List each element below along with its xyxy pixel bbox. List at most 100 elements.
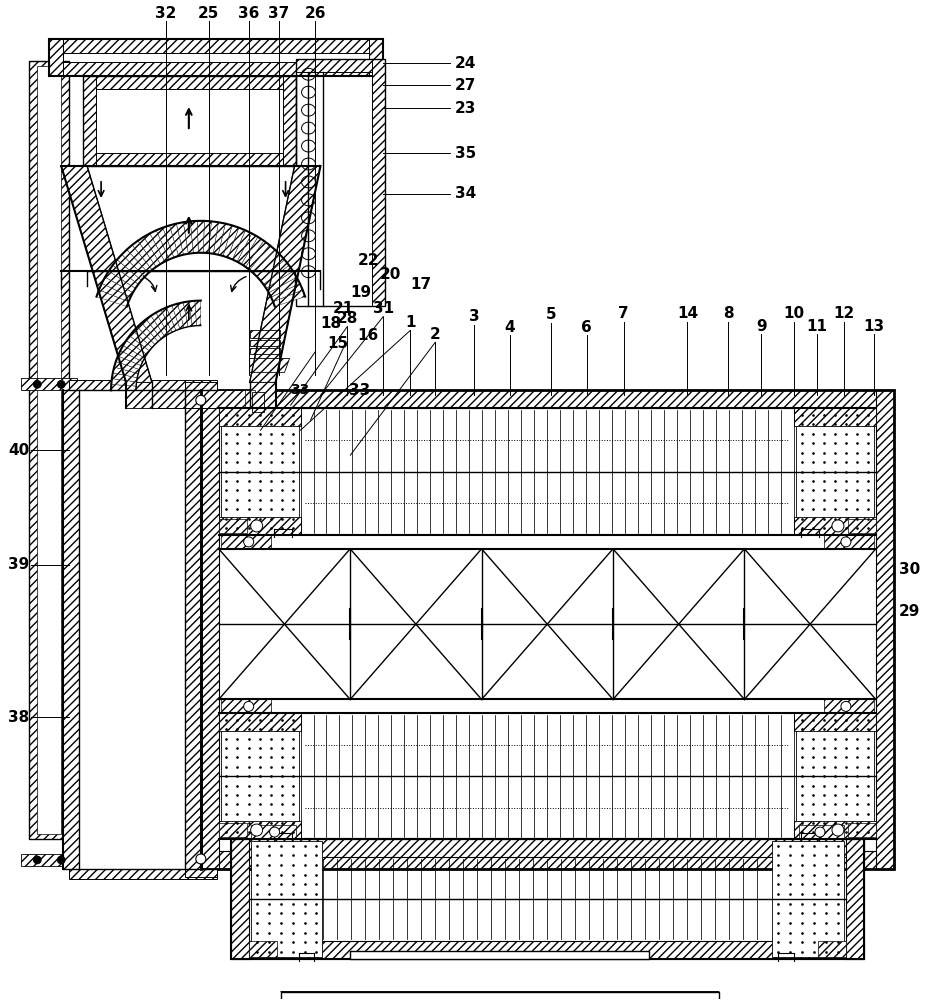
Bar (231, 839, 864, 857)
Polygon shape (144, 233, 165, 264)
Polygon shape (257, 255, 284, 280)
Circle shape (841, 537, 851, 547)
Polygon shape (250, 166, 320, 382)
Bar (219, 823, 246, 837)
Polygon shape (184, 221, 193, 254)
Polygon shape (261, 260, 289, 284)
Polygon shape (249, 245, 275, 273)
Polygon shape (112, 373, 137, 382)
Bar (221, 410, 299, 533)
Circle shape (832, 824, 844, 836)
Bar (372, 59, 385, 306)
Text: 8: 8 (723, 306, 733, 321)
Circle shape (251, 824, 262, 836)
Text: 36: 36 (238, 6, 260, 21)
Bar (219, 821, 301, 839)
Polygon shape (281, 992, 719, 1000)
Text: 26: 26 (304, 6, 326, 21)
Text: 32: 32 (155, 6, 177, 21)
Bar (29, 61, 69, 839)
Bar (83, 153, 296, 166)
Bar (21, 854, 77, 866)
Bar (846, 839, 864, 959)
Text: 5: 5 (546, 307, 556, 322)
Bar (37, 66, 61, 834)
Bar (796, 715, 874, 837)
Polygon shape (172, 304, 184, 329)
Text: 7: 7 (618, 306, 629, 321)
Polygon shape (266, 271, 297, 293)
Bar (49, 62, 383, 76)
Polygon shape (133, 327, 155, 348)
Bar (49, 39, 383, 53)
Bar (231, 839, 248, 959)
Polygon shape (99, 283, 130, 302)
Polygon shape (273, 290, 305, 306)
Circle shape (33, 380, 41, 388)
Polygon shape (137, 323, 158, 344)
Text: 6: 6 (581, 320, 592, 335)
Text: 38: 38 (8, 710, 29, 725)
Bar (772, 841, 844, 957)
Polygon shape (237, 233, 258, 264)
Bar (281, 992, 719, 1000)
Text: 28: 28 (337, 311, 359, 326)
Polygon shape (126, 245, 152, 273)
Text: 18: 18 (320, 316, 341, 331)
Bar (794, 408, 876, 426)
Text: 24: 24 (456, 56, 476, 71)
Bar (49, 39, 63, 76)
Bar (21, 378, 77, 390)
Polygon shape (142, 319, 162, 342)
Polygon shape (116, 356, 141, 369)
Bar (221, 715, 299, 837)
Bar (282, 76, 296, 166)
Bar (296, 59, 385, 72)
Polygon shape (223, 225, 239, 258)
Polygon shape (190, 221, 199, 253)
Polygon shape (105, 271, 135, 293)
Bar (83, 76, 296, 166)
Bar (794, 821, 876, 839)
Text: 1: 1 (405, 315, 416, 330)
Text: 10: 10 (784, 306, 805, 321)
Polygon shape (244, 390, 255, 408)
Polygon shape (204, 221, 211, 253)
Text: 15: 15 (327, 336, 349, 351)
Polygon shape (146, 316, 165, 339)
Bar (251, 841, 322, 957)
Text: 22: 22 (358, 253, 378, 268)
Bar (219, 519, 246, 533)
Polygon shape (250, 382, 276, 408)
Polygon shape (111, 379, 137, 386)
Polygon shape (112, 260, 142, 284)
Text: 23: 23 (456, 101, 476, 116)
Circle shape (57, 856, 66, 864)
Polygon shape (156, 228, 174, 259)
Bar (824, 699, 874, 713)
Polygon shape (250, 358, 289, 372)
Circle shape (269, 827, 280, 837)
Text: 16: 16 (358, 328, 378, 343)
Bar (69, 869, 217, 879)
Text: 34: 34 (456, 186, 476, 201)
Bar (201, 390, 894, 869)
Polygon shape (123, 340, 146, 358)
Bar (221, 699, 271, 713)
Bar (221, 535, 271, 549)
Polygon shape (111, 384, 136, 390)
Text: 4: 4 (505, 320, 515, 335)
Text: 12: 12 (833, 306, 855, 321)
Circle shape (815, 827, 825, 837)
Polygon shape (163, 225, 179, 258)
Bar (796, 410, 874, 533)
Polygon shape (195, 301, 201, 326)
Text: 11: 11 (806, 319, 827, 334)
Bar (184, 390, 201, 869)
Polygon shape (138, 237, 161, 267)
Polygon shape (232, 230, 252, 262)
Bar (83, 76, 296, 89)
Text: 14: 14 (677, 306, 698, 321)
Circle shape (196, 395, 205, 405)
Bar (83, 76, 96, 166)
